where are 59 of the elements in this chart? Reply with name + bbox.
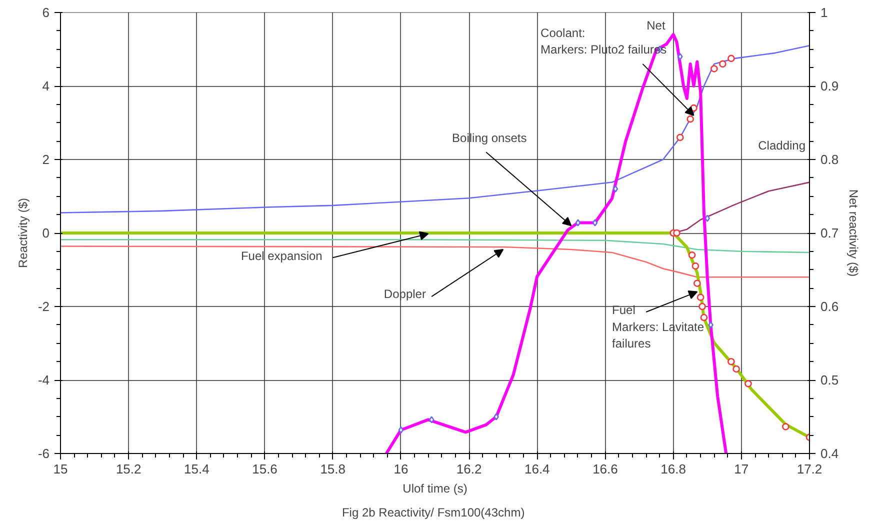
point bbox=[698, 302, 706, 310]
x-tick-label: 16.8 bbox=[660, 462, 686, 476]
point bbox=[710, 65, 718, 72]
x-tick-label: 16.6 bbox=[592, 462, 618, 476]
point bbox=[696, 294, 704, 301]
annotation: Fuel expansion bbox=[240, 249, 322, 264]
point bbox=[694, 280, 701, 287]
x-tick-label: 16 bbox=[394, 462, 408, 476]
point bbox=[704, 214, 710, 222]
x-tick-label: 15.6 bbox=[252, 462, 278, 476]
point bbox=[700, 314, 708, 322]
point bbox=[732, 365, 740, 373]
x-tick-label: 16.2 bbox=[456, 462, 482, 476]
point bbox=[728, 54, 735, 62]
text: Cladding bbox=[758, 138, 806, 152]
y2-tick-label: 0.5 bbox=[820, 372, 839, 388]
y-tick-label: -2 bbox=[38, 299, 50, 314]
point bbox=[686, 115, 694, 123]
point bbox=[728, 358, 735, 366]
x-tick-label: 17 bbox=[734, 462, 749, 476]
y2-tick-label: 1 bbox=[820, 5, 828, 20]
x-tick-label: 15.8 bbox=[320, 462, 346, 476]
y2-tick-label: 0.4 bbox=[820, 446, 839, 461]
series-label: Net bbox=[646, 18, 666, 33]
point bbox=[612, 185, 618, 193]
point bbox=[676, 134, 684, 142]
point bbox=[575, 219, 581, 226]
y2-tick-label: 0.7 bbox=[820, 226, 839, 240]
point bbox=[744, 380, 752, 388]
y2-tick-label: 0.8 bbox=[820, 152, 839, 167]
x-axis-title: Ulof time (s) bbox=[402, 482, 468, 496]
caption: Fig 2b Reactivity/ Fsm100(43chm) bbox=[342, 506, 525, 520]
point bbox=[592, 219, 598, 226]
point bbox=[688, 251, 696, 259]
x-tick-label: 16.4 bbox=[524, 462, 550, 476]
point bbox=[692, 262, 700, 270]
line-series bbox=[60, 246, 810, 278]
point bbox=[677, 52, 683, 60]
point bbox=[673, 229, 680, 237]
x-tick-label: 15.2 bbox=[116, 462, 142, 476]
point bbox=[494, 413, 499, 420]
point bbox=[782, 423, 790, 430]
y2-tick-label: 0.9 bbox=[820, 78, 839, 94]
y2-tick-label: 0.6 bbox=[820, 299, 839, 314]
line-series bbox=[60, 44, 810, 214]
y-tick-label: 2 bbox=[42, 152, 50, 167]
y-tick-label: -6 bbox=[38, 446, 50, 461]
x-tick-label: 15 bbox=[53, 462, 68, 476]
y-tick-label: 0 bbox=[42, 226, 50, 240]
point bbox=[398, 426, 404, 434]
y2-axis-title: Net reactivity ($) bbox=[846, 189, 861, 277]
y-axis-title: Reactivity ($) bbox=[16, 198, 30, 268]
point bbox=[428, 416, 434, 424]
point bbox=[719, 60, 726, 68]
x-tick-label: 15.4 bbox=[184, 462, 210, 476]
y-tick-label: 6 bbox=[42, 5, 50, 20]
y-tick-label: 4 bbox=[42, 78, 50, 94]
x-tick-label: 17.2 bbox=[796, 462, 822, 476]
y-tick-label: -4 bbox=[38, 372, 50, 388]
